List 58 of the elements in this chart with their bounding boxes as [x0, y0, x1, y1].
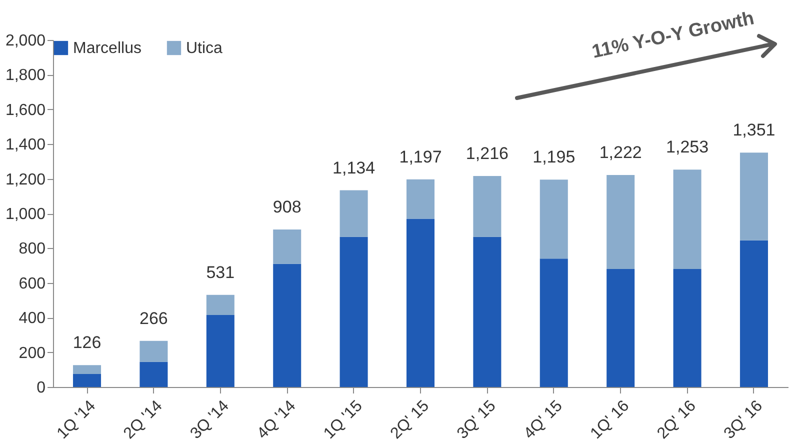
y-tick-label: 1,400 — [5, 136, 46, 154]
legend-label: Marcellus — [73, 40, 142, 57]
x-tick-label: 1Q '15 — [320, 397, 366, 442]
bar — [273, 264, 302, 387]
total-label: 126 — [72, 333, 102, 352]
bar — [740, 152, 768, 240]
y-tick-label: 800 — [18, 240, 46, 258]
x-tick-label: 1Q '14 — [54, 397, 100, 442]
y-tick-label: 1,200 — [5, 171, 46, 188]
bar — [540, 258, 568, 387]
bar — [140, 362, 168, 387]
y-tick-label: 1,000 — [5, 206, 46, 223]
bar — [406, 218, 435, 387]
x-tick-label: 2Q' 16 — [654, 397, 700, 442]
x-tick-label: 4Q' 15 — [520, 397, 566, 442]
y-tick-label: 400 — [18, 310, 46, 328]
total-label: 1,197 — [399, 147, 442, 166]
total-label: 1,195 — [532, 148, 576, 167]
bar — [206, 294, 234, 315]
bar — [540, 180, 568, 259]
y-tick-label: 0 — [36, 380, 46, 396]
y-tick-label: 1,600 — [5, 102, 46, 119]
bar — [73, 374, 102, 387]
bar — [673, 170, 702, 270]
x-tick-label: 4Q '14 — [254, 397, 300, 442]
bar — [273, 229, 302, 264]
bar — [473, 176, 502, 237]
x-tick-label: 3Q' 15 — [454, 397, 500, 442]
total-label: 1,253 — [666, 138, 709, 157]
bar — [73, 365, 102, 374]
bar — [340, 236, 368, 387]
total-label: 1,222 — [599, 142, 642, 162]
total-label: 266 — [140, 308, 168, 328]
total-label: 1,216 — [466, 144, 508, 164]
total-label: 531 — [206, 262, 235, 282]
bar — [606, 269, 635, 387]
bar — [406, 179, 435, 219]
x-tick-label: 2Q '14 — [120, 397, 166, 442]
bar — [740, 240, 768, 387]
x-tick-label: 3Q' 16 — [721, 397, 766, 442]
legend-label: Utica — [186, 40, 223, 57]
bar — [340, 190, 368, 237]
y-tick-label: 600 — [18, 275, 46, 292]
y-tick-label: 1,800 — [5, 67, 46, 84]
bar — [606, 174, 635, 270]
total-label: 1,134 — [332, 158, 376, 178]
x-tick-label: 3Q '14 — [187, 397, 232, 442]
y-tick-label: 200 — [18, 344, 46, 362]
total-label: 908 — [272, 197, 302, 216]
total-label: 1,351 — [732, 120, 776, 140]
bar — [673, 269, 702, 387]
annotation: 11% Y-O-Y Growth — [590, 8, 756, 63]
bar — [140, 340, 168, 362]
x-tick-label: 1Q' 16 — [588, 397, 633, 442]
bar — [473, 236, 502, 387]
y-tick-label: 2,000 — [5, 32, 46, 50]
bar — [206, 315, 234, 387]
x-tick-label: 2Q' 15 — [388, 397, 433, 442]
